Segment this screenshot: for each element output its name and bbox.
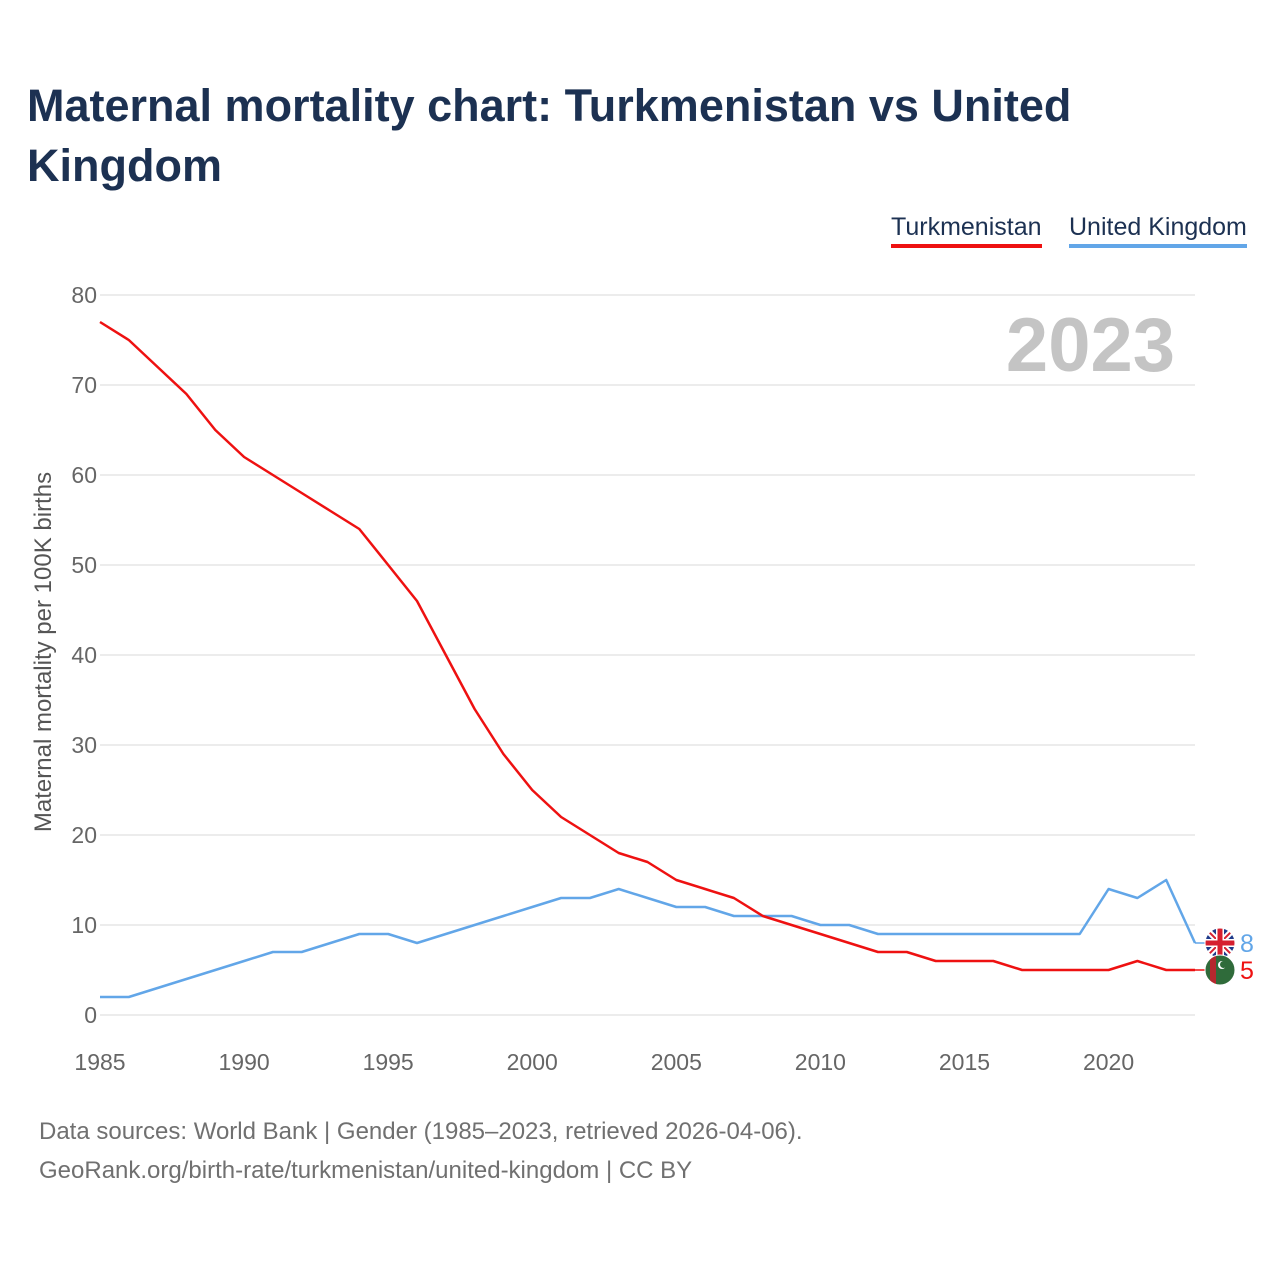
series-lines: [99, 320, 1197, 999]
y-tick-40: 40: [71, 642, 97, 668]
chart-title: Maternal mortality chart: Turkmenistan v…: [27, 80, 1072, 191]
end-markers: 85: [1195, 927, 1254, 986]
x-tick-1990: 1990: [218, 1049, 269, 1075]
y-tick-70: 70: [71, 372, 97, 398]
y-tick-20: 20: [71, 822, 97, 848]
footer-attribution[interactable]: GeoRank.org/birth-rate/turkmenistan/unit…: [39, 1157, 693, 1184]
y-tick-30: 30: [71, 732, 97, 758]
y-tick-10: 10: [71, 912, 97, 938]
year-label: 2023: [1006, 303, 1175, 388]
y-tick-60: 60: [71, 462, 97, 488]
y-tick-labels: 0 10 20 30 40 50 60 70 80: [71, 282, 97, 1028]
x-tick-2020: 2020: [1083, 1049, 1134, 1075]
end-value-turkmenistan: 5: [1240, 957, 1254, 985]
chart-svg: 0 10 20 30 40 50 60 70 80 1985 1990 1995 2000 2005 20…: [30, 282, 1254, 1075]
x-tick-1995: 1995: [363, 1049, 414, 1075]
uk-flag-icon: [1204, 927, 1236, 959]
y-axis-label: Maternal mortality per 100K births: [30, 472, 57, 832]
x-tick-2010: 2010: [795, 1049, 846, 1075]
footer-sources: Data sources: World Bank | Gender (1985–…: [39, 1118, 803, 1145]
turkmenistan-flag-icon: [1204, 954, 1236, 986]
legend-united-kingdom[interactable]: United Kingdom: [1069, 213, 1247, 248]
end-value-united-kingdom: 8: [1240, 930, 1254, 958]
x-tick-1985: 1985: [74, 1049, 125, 1075]
series-line-turkmenistan[interactable]: [99, 320, 1195, 972]
legend-turkmenistan[interactable]: Turkmenistan: [891, 213, 1042, 248]
y-tick-50: 50: [71, 552, 97, 578]
x-tick-2005: 2005: [651, 1049, 702, 1075]
y-tick-80: 80: [71, 282, 97, 308]
x-tick-2015: 2015: [939, 1049, 990, 1075]
grid-lines: [100, 294, 1195, 1016]
x-tick-2000: 2000: [507, 1049, 558, 1075]
series-line-united-kingdom[interactable]: [100, 878, 1197, 999]
x-tick-labels: 1985 1990 1995 2000 2005 2010 2015 2020: [74, 1049, 1134, 1075]
y-tick-0: 0: [84, 1002, 97, 1028]
